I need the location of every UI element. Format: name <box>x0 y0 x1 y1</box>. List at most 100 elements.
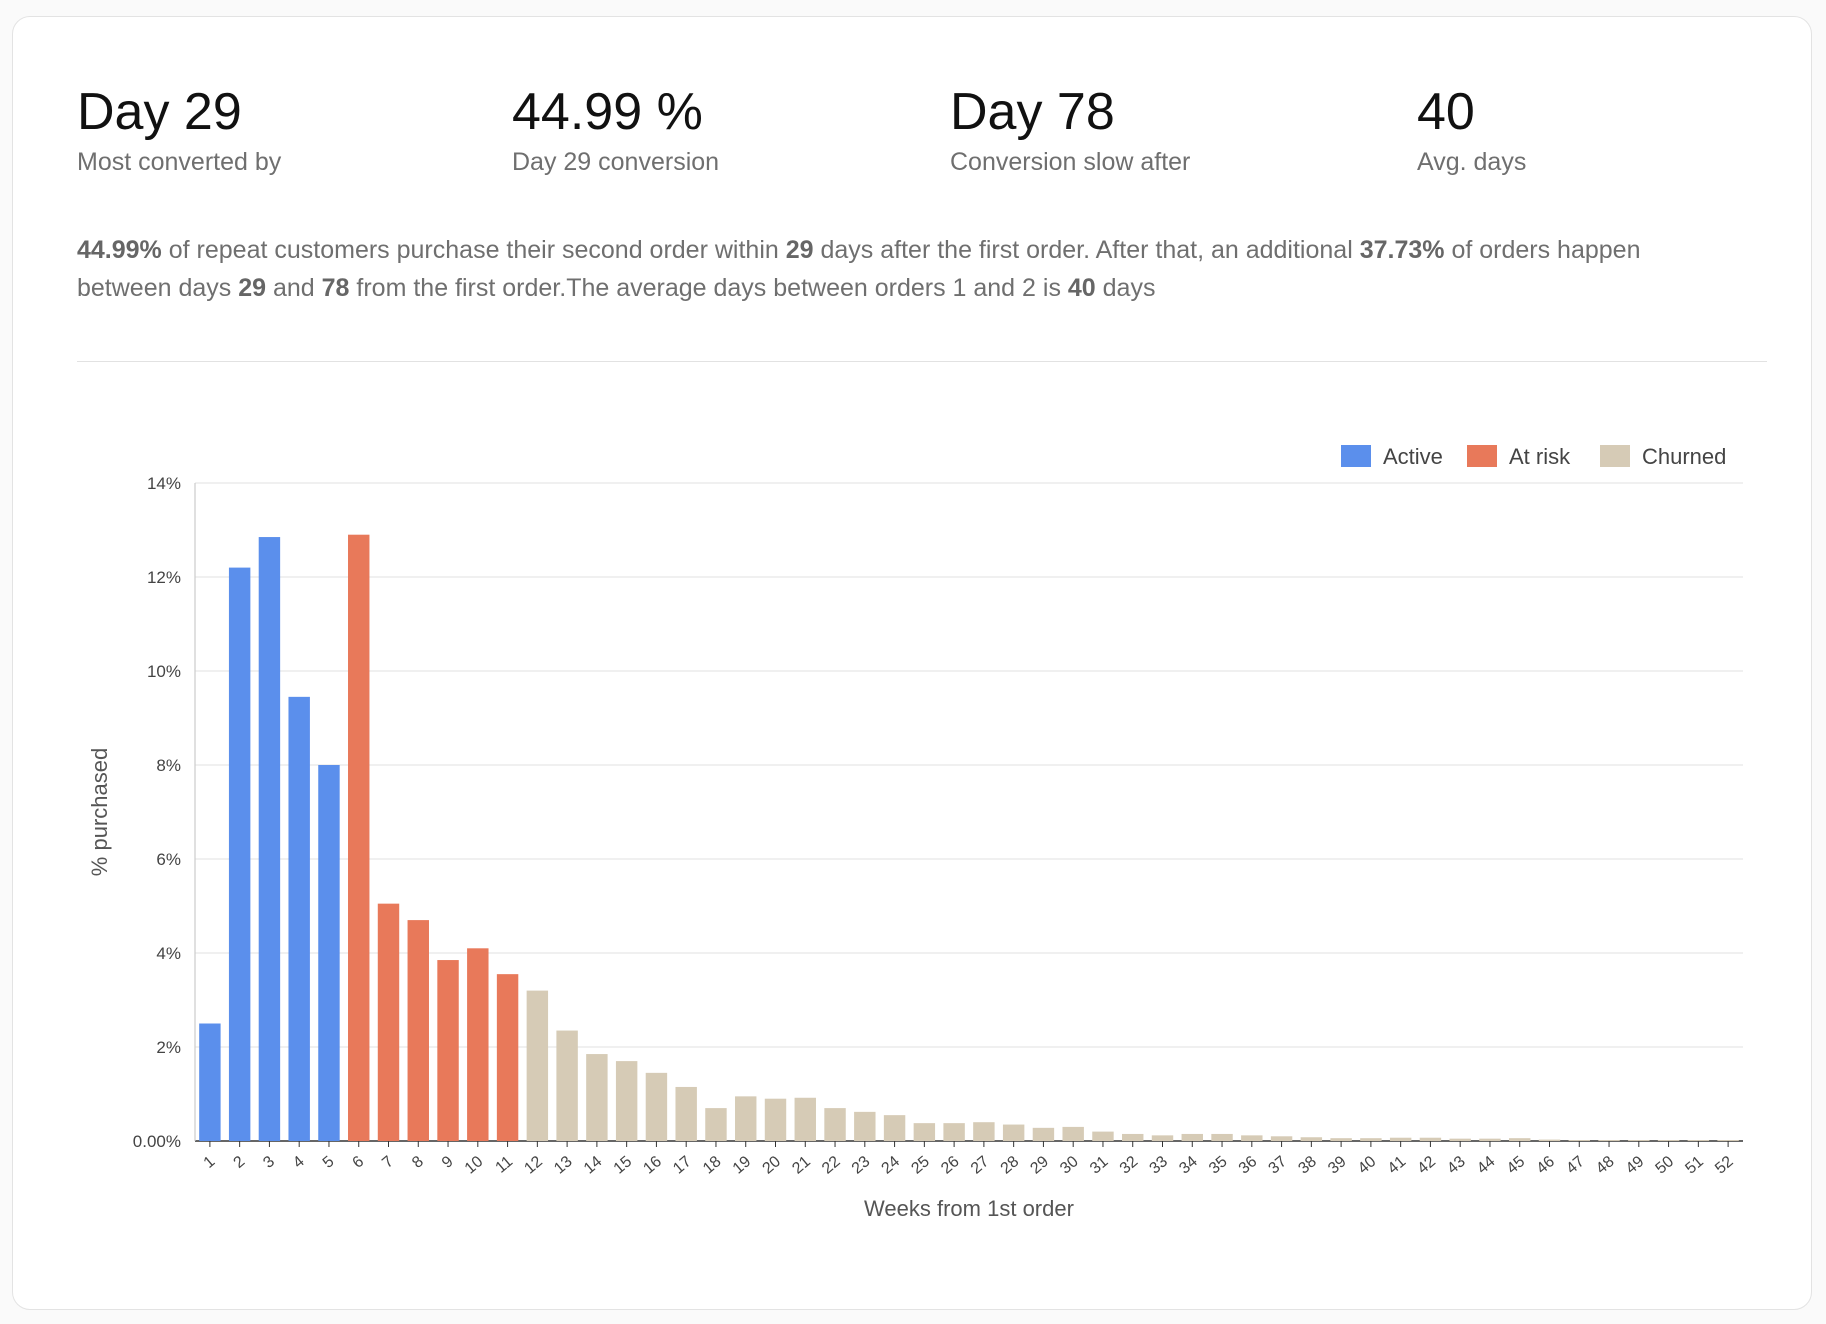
x-tick-label: 12 <box>521 1153 546 1178</box>
bar-week-33 <box>1151 1135 1174 1141</box>
bar-week-40 <box>1360 1138 1382 1141</box>
x-tick-label: 41 <box>1385 1153 1410 1178</box>
bar-week-37 <box>1270 1136 1293 1141</box>
x-tick-label: 4 <box>290 1153 308 1172</box>
x-tick-label: 38 <box>1295 1153 1320 1178</box>
x-tick-label: 40 <box>1355 1153 1380 1178</box>
summary-highlight: 40 <box>1067 274 1096 302</box>
bar-week-51 <box>1687 1140 1710 1141</box>
x-tick-label: 11 <box>492 1153 516 1177</box>
bar-week-3 <box>258 537 281 1141</box>
x-tick-label: 29 <box>1027 1153 1052 1178</box>
bar-week-36 <box>1241 1135 1263 1141</box>
x-tick-label: 48 <box>1593 1153 1618 1178</box>
bar-week-20 <box>764 1098 787 1141</box>
legend-swatch-active <box>1341 445 1371 467</box>
bar-week-28 <box>1002 1124 1025 1141</box>
bar-week-44 <box>1479 1138 1501 1141</box>
bar-week-7 <box>377 903 400 1141</box>
x-axis-title: Weeks from 1st order <box>864 1196 1074 1221</box>
summary-fragment: days <box>1095 274 1156 302</box>
bar-week-19 <box>735 1096 757 1141</box>
summary-highlight: 44.99% <box>77 236 162 264</box>
x-tick-label: 30 <box>1057 1153 1082 1178</box>
bar-week-35 <box>1211 1133 1233 1141</box>
legend-swatch-at_risk <box>1467 445 1497 467</box>
stat-label: Avg. days <box>1417 148 1527 176</box>
summary-highlight: 29 <box>785 236 814 264</box>
stat-value: 44.99 % <box>512 83 703 141</box>
stat-value: Day 78 <box>950 83 1115 141</box>
x-tick-label: 1 <box>201 1153 219 1172</box>
summary-fragment: of orders happen between days <box>77 236 1641 302</box>
bar-week-38 <box>1300 1137 1323 1141</box>
y-tick-label: 12% <box>147 568 181 587</box>
summary-highlight: 37.73% <box>1359 236 1445 264</box>
stat-label: Day 29 conversion <box>512 148 720 176</box>
x-tick-label: 5 <box>320 1153 338 1172</box>
bar-week-16 <box>645 1072 668 1141</box>
y-tick-label: 8% <box>156 756 181 775</box>
y-tick-label: 14% <box>147 474 181 493</box>
x-tick-label: 37 <box>1266 1153 1291 1178</box>
x-tick-label: 20 <box>760 1153 785 1178</box>
bar-week-34 <box>1181 1133 1203 1141</box>
bar-week-45 <box>1509 1138 1531 1141</box>
legend-swatch-churned <box>1600 445 1630 467</box>
bar-week-22 <box>824 1108 846 1141</box>
bar-week-47 <box>1568 1140 1590 1141</box>
bar-week-25 <box>913 1123 936 1141</box>
bar-week-11 <box>496 974 519 1141</box>
conversion-card: Day 29 Most converted by 44.99 % Day 29 … <box>12 16 1812 1310</box>
bar-week-31 <box>1092 1131 1114 1141</box>
x-tick-label: 25 <box>908 1153 933 1178</box>
stat-day-conversion: 44.99 % Day 29 conversion <box>512 79 719 179</box>
bar-week-52 <box>1717 1140 1739 1141</box>
bar-week-27 <box>973 1122 995 1141</box>
stat-most-converted: Day 29 Most converted by <box>77 79 281 179</box>
stat-avg-days: 40 Avg. days <box>1417 79 1526 179</box>
x-tick-label: 46 <box>1534 1153 1559 1178</box>
bar-week-26 <box>943 1123 965 1141</box>
x-tick-label: 26 <box>938 1153 963 1178</box>
x-tick-label: 51 <box>1682 1153 1707 1178</box>
bar-week-6 <box>348 534 370 1141</box>
x-tick-label: 22 <box>819 1153 844 1178</box>
x-tick-label: 14 <box>581 1153 606 1178</box>
x-tick-label: 36 <box>1236 1153 1261 1178</box>
summary-fragment: of repeat customers purchase their secon… <box>161 236 786 264</box>
bar-week-9 <box>437 960 459 1141</box>
x-tick-label: 47 <box>1563 1153 1588 1178</box>
weekly-conversion-chart: 0.00%2%4%6%8%10%12%14%1 2 3 4 5 6 7 8 9 10 11 12 13 1… <box>87 444 1743 1221</box>
x-tick-label: 50 <box>1653 1153 1678 1178</box>
bar-week-29 <box>1032 1127 1055 1141</box>
bar-week-43 <box>1449 1138 1471 1141</box>
x-tick-label: 52 <box>1712 1153 1737 1178</box>
bar-week-2 <box>228 567 251 1141</box>
bar-week-24 <box>883 1115 906 1141</box>
bar-week-4 <box>288 696 310 1141</box>
x-tick-label: 39 <box>1325 1153 1350 1178</box>
x-tick-label: 28 <box>998 1153 1023 1178</box>
summary-fragment: from the first order.The average days be… <box>349 274 1068 302</box>
bar-week-8 <box>407 920 429 1141</box>
x-tick-label: 13 <box>551 1153 576 1178</box>
x-tick-label: 9 <box>439 1153 457 1172</box>
x-tick-label: 27 <box>968 1153 993 1178</box>
x-tick-label: 8 <box>409 1153 427 1172</box>
x-tick-label: 32 <box>1117 1153 1142 1178</box>
summary-fragment: and <box>266 274 322 302</box>
x-tick-label: 2 <box>230 1153 248 1172</box>
bar-week-23 <box>854 1111 876 1141</box>
bar-week-18 <box>705 1108 727 1141</box>
x-tick-label: 15 <box>611 1153 636 1178</box>
bar-week-49 <box>1628 1140 1650 1141</box>
legend-label-churned: Churned <box>1642 444 1726 469</box>
bar-week-50 <box>1657 1140 1680 1141</box>
y-tick-label: 10% <box>147 662 181 681</box>
y-tick-label: 0.00% <box>133 1132 181 1151</box>
bar-week-17 <box>675 1086 697 1141</box>
x-tick-label: 33 <box>1147 1153 1172 1178</box>
legend-label-active: Active <box>1383 444 1443 469</box>
x-tick-label: 34 <box>1176 1153 1201 1178</box>
